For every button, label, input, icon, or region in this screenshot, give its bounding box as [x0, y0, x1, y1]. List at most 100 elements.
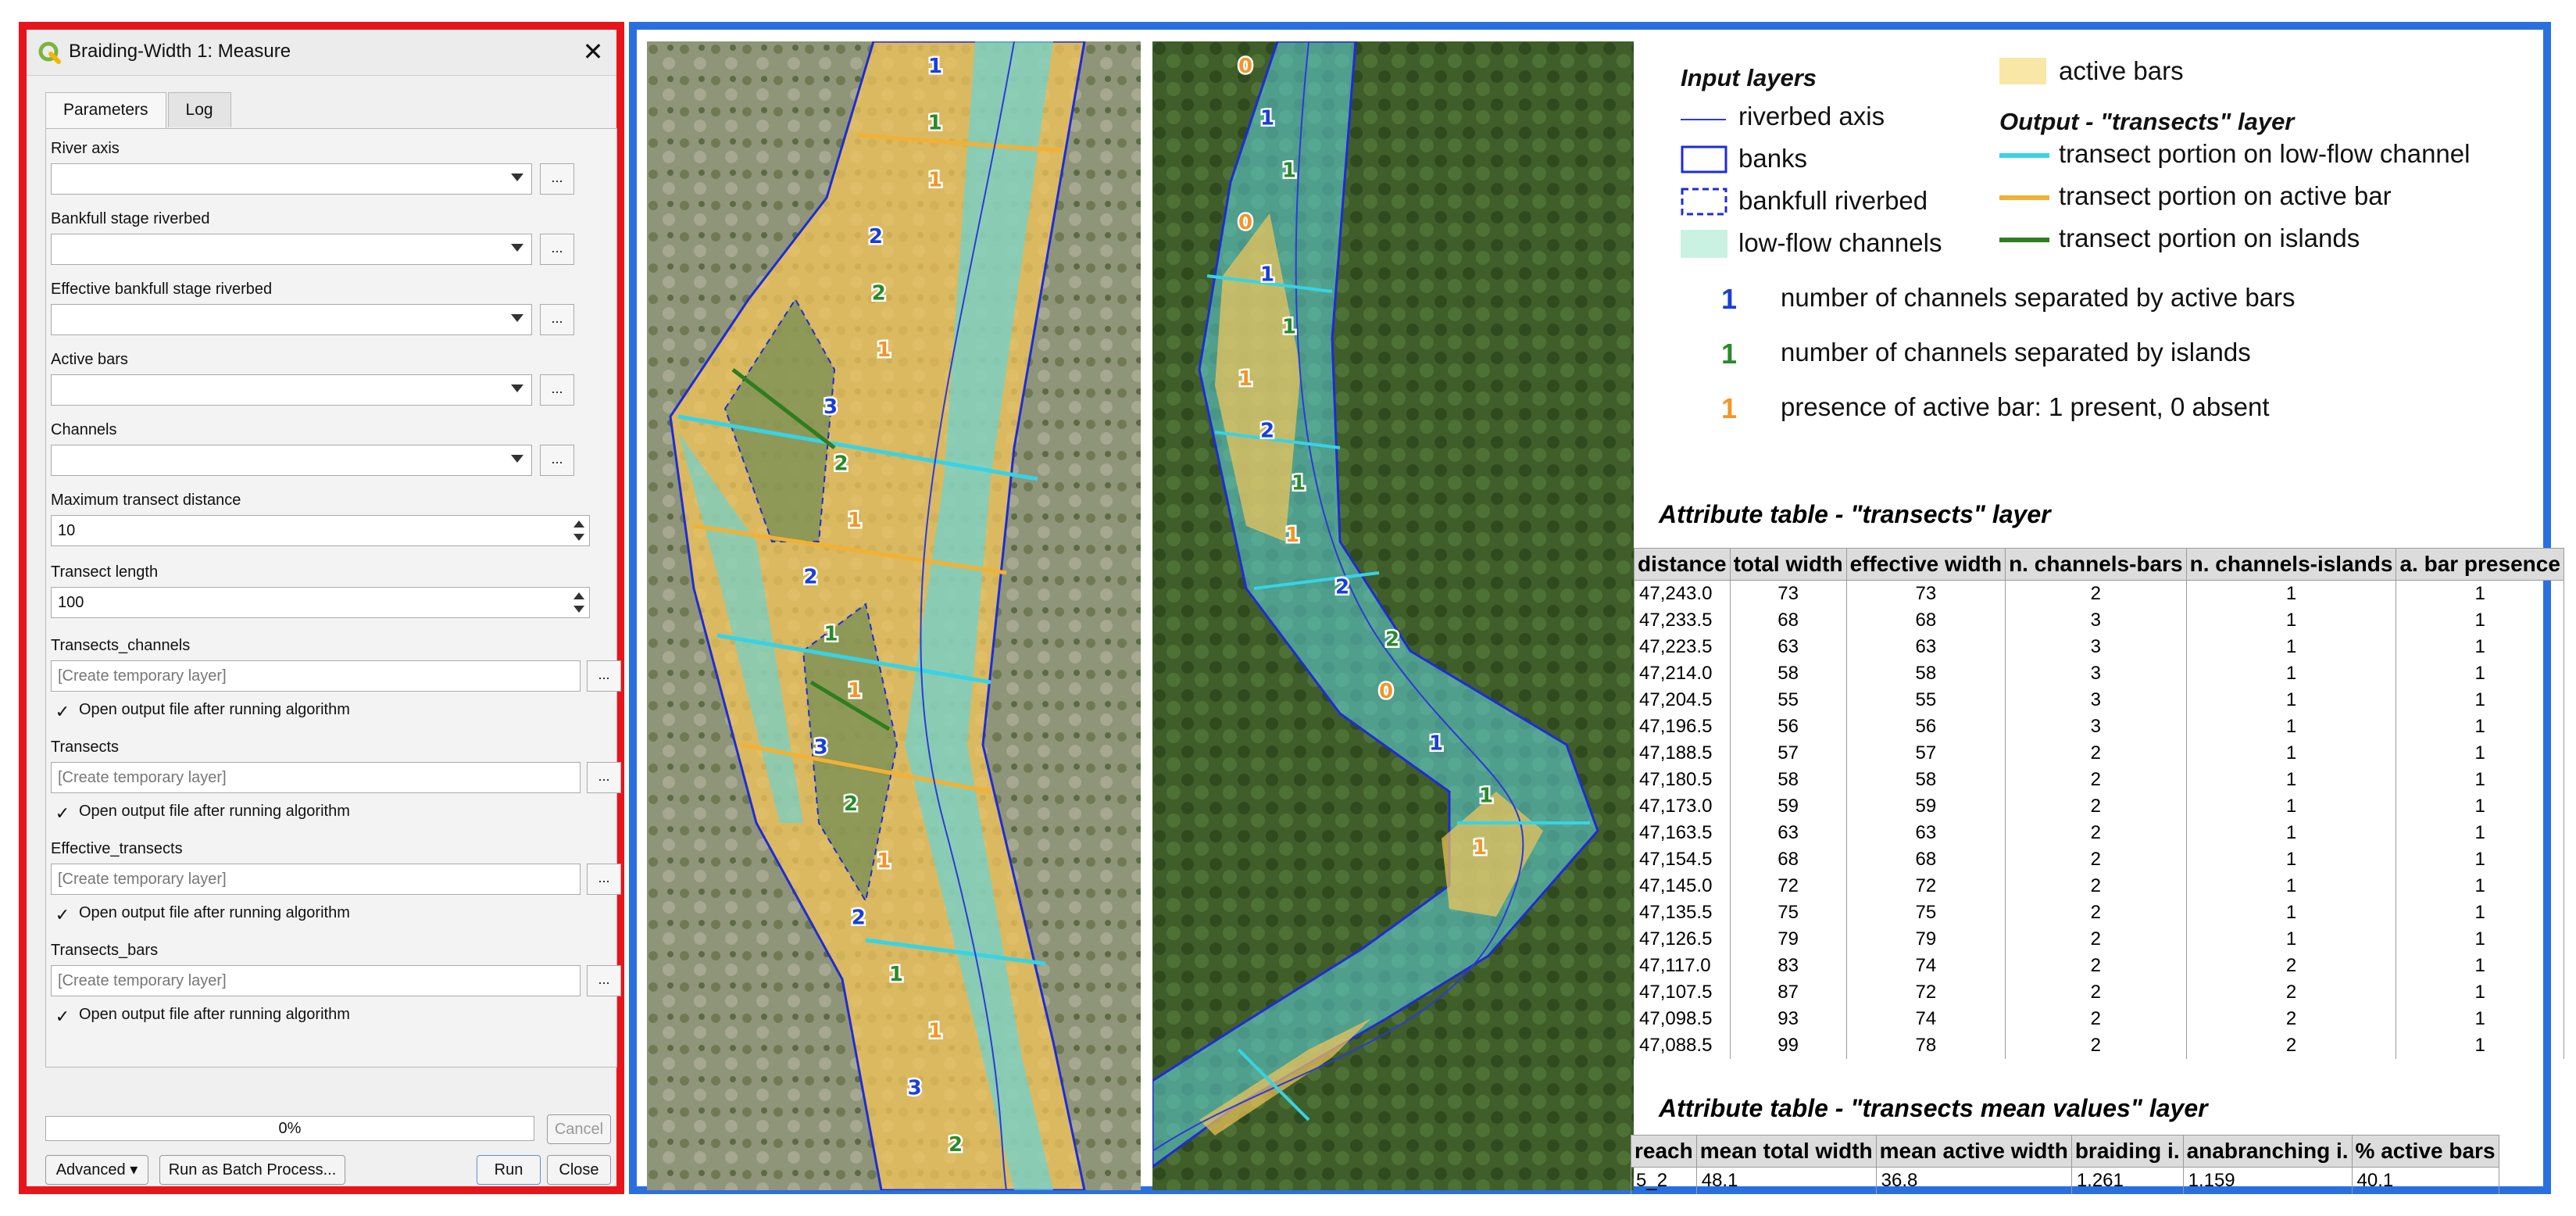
column-header-0: reach: [1631, 1135, 1697, 1168]
advanced-button[interactable]: Advanced ▾: [45, 1155, 148, 1185]
table-cell: 99: [1729, 1032, 1847, 1059]
table-cell: 87: [1729, 979, 1847, 1006]
legend-num-channels-islands: number of channels separated by islands: [1781, 338, 2251, 367]
check-icon: ✓: [55, 702, 70, 721]
table-row: 47,233.5 68 68 3 1 1: [1634, 607, 2564, 634]
table-row: 47,145.0 72 72 2 1 1: [1634, 873, 2564, 899]
green-number-symbol: 1: [1721, 338, 1738, 370]
transects-channels-open-checkbox[interactable]: ✓ Open output file after running algorith…: [54, 701, 350, 721]
table-cell: 2: [2005, 740, 2187, 767]
check-icon: ✓: [55, 803, 70, 823]
map-number-label: 1: [928, 168, 942, 191]
map-number-label: 2: [1260, 420, 1274, 443]
spin-up-icon[interactable]: [573, 520, 584, 528]
map-number-label: 2: [804, 566, 818, 589]
riverbed-axis-symbol: [1681, 119, 1726, 120]
table-row: 47,188.5 57 57 2 1 1: [1634, 740, 2564, 767]
transects-output[interactable]: [Create temporary layer]: [51, 762, 581, 793]
effective-transects-open-checkbox[interactable]: ✓ Open output file after running algorith…: [54, 904, 350, 924]
table-row: 5_2 48.1 36.8 1.261 1.159 40.1: [1631, 1167, 2499, 1194]
chevron-down-icon: [511, 384, 523, 392]
transects-bars-open-checkbox[interactable]: ✓ Open output file after running algorith…: [54, 1006, 350, 1025]
active-bars-combo[interactable]: [51, 374, 532, 406]
map-number-label: 1: [1260, 263, 1274, 287]
max-transect-distance-input[interactable]: 10: [51, 515, 590, 546]
transect-line: [716, 633, 991, 685]
table-cell: 3: [2005, 607, 2187, 634]
map-number-label: 1: [1285, 524, 1299, 547]
map-number-label: 0: [1238, 55, 1252, 78]
spin-up-icon[interactable]: [573, 592, 584, 599]
table-cell: 58: [1729, 660, 1847, 687]
left-map-labels: 1 1 1 2 2 1 3 2 1 2 1 1 3 2 1 2 1 1 3 2: [802, 53, 965, 1159]
table-row: 47,223.5 63 63 3 1 1: [1634, 634, 2564, 660]
transect-line: [857, 133, 1062, 153]
effective-bankfull-browse-button[interactable]: ...: [540, 304, 574, 335]
table-cell: 2: [2005, 767, 2187, 793]
map-number-label: 1: [928, 112, 942, 135]
map-number-label: 2: [872, 282, 886, 306]
table-cell: 47,135.5: [1634, 899, 1731, 926]
max-transect-distance-label: Maximum transect distance: [51, 492, 241, 509]
bankfull-combo[interactable]: [51, 234, 532, 265]
map-number-label: 1: [889, 963, 903, 986]
transects-label: Transects: [51, 739, 120, 756]
riverbed-axis-line: [920, 41, 1015, 1190]
effective-transects-output[interactable]: [Create temporary layer]: [51, 864, 581, 895]
cancel-button[interactable]: Cancel: [547, 1114, 611, 1144]
transects-bars-output[interactable]: [Create temporary layer]: [51, 965, 581, 996]
transects-channels-output[interactable]: [Create temporary layer]: [51, 660, 581, 692]
table-cell: 47,223.5: [1634, 634, 1731, 660]
spin-down-icon[interactable]: [573, 606, 584, 613]
river-axis-combo[interactable]: [51, 163, 532, 195]
effective-bankfull-combo[interactable]: [51, 304, 532, 335]
transect-line: [740, 742, 991, 794]
column-header-2: effective width: [1845, 548, 2006, 581]
table-cell: 2: [2005, 979, 2187, 1006]
effective-transects-browse-button[interactable]: ...: [587, 864, 621, 895]
river-axis-label: River axis: [51, 140, 120, 157]
table-cell: 74: [1845, 953, 2006, 979]
bankfull-label: Bankfull stage riverbed: [51, 210, 210, 227]
table-cell: 3: [2005, 634, 2187, 660]
table-cell: 63: [1845, 820, 2006, 846]
column-header-2: mean active width: [1875, 1135, 2072, 1168]
close-icon[interactable]: ✕: [582, 38, 604, 66]
map-number-label: 1: [1473, 836, 1487, 860]
column-header-4: anabranching i.: [2182, 1135, 2353, 1168]
active-bars-symbol: [1999, 58, 2046, 84]
transects-channels-browse-button[interactable]: ...: [587, 660, 621, 692]
tab-parameters[interactable]: Parameters: [45, 92, 166, 129]
orange-transect-symbol: [1999, 195, 2049, 200]
table-cell: 2: [2005, 1006, 2187, 1032]
active-bars-browse-button[interactable]: ...: [540, 374, 574, 406]
map-number-label: 2: [869, 225, 883, 249]
table-cell: 5_2: [1631, 1167, 1697, 1194]
transect-length-input[interactable]: 100: [51, 587, 590, 618]
column-header-5: % active bars: [2351, 1135, 2499, 1168]
transects-bars-browse-button[interactable]: ...: [587, 965, 621, 996]
map-number-label: 1: [1292, 471, 1306, 495]
map-number-label: 1: [1238, 367, 1252, 391]
table-cell: 2: [2005, 580, 2187, 607]
table-cell: 1: [2185, 899, 2397, 926]
close-button[interactable]: Close: [547, 1155, 611, 1185]
table-cell: 78: [1845, 1032, 2006, 1059]
bankfull-browse-button[interactable]: ...: [540, 234, 574, 265]
transects-open-checkbox[interactable]: ✓ Open output file after running algorith…: [54, 803, 350, 822]
run-batch-button[interactable]: Run as Batch Process...: [159, 1155, 345, 1185]
table-cell: 47,243.0: [1634, 580, 1731, 607]
tab-log[interactable]: Log: [167, 92, 231, 127]
table-cell: 3: [2005, 687, 2187, 714]
map-number-label: 1: [1260, 107, 1274, 131]
placeholder-text: [Create temporary layer]: [58, 667, 227, 685]
spin-down-icon[interactable]: [573, 534, 584, 541]
run-button[interactable]: Run: [477, 1155, 541, 1185]
channels-combo[interactable]: [51, 445, 532, 476]
channels-browse-button[interactable]: ...: [540, 445, 574, 476]
table-row: 47,180.5 58 58 2 1 1: [1634, 767, 2564, 793]
transects-browse-button[interactable]: ...: [587, 762, 621, 793]
river-axis-browse-button[interactable]: ...: [540, 163, 574, 195]
table-cell: 47,098.5: [1634, 1006, 1731, 1032]
